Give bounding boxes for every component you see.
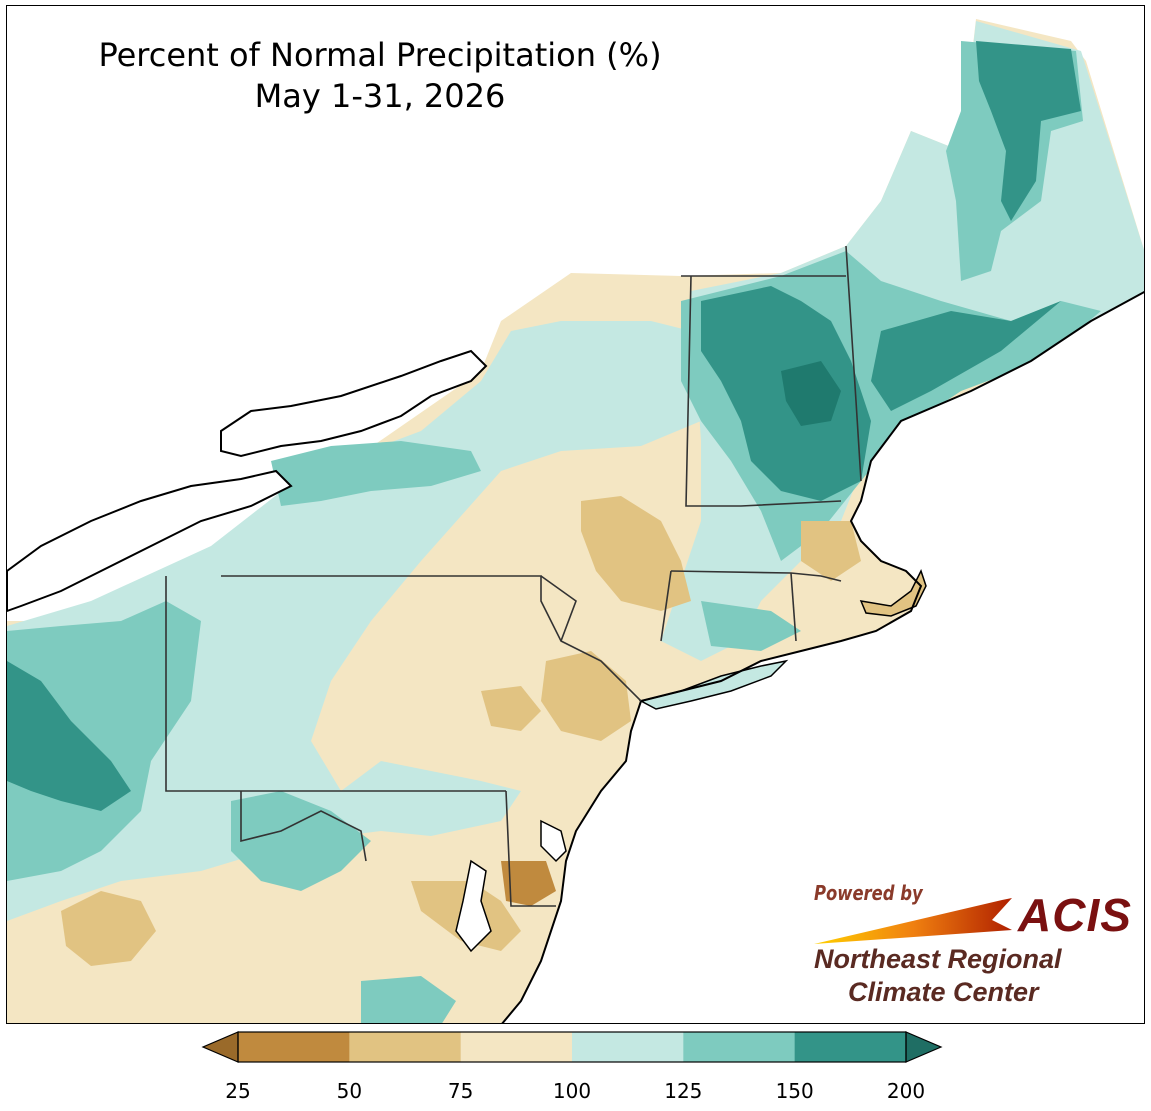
acis-wordmark: ACIS	[1018, 889, 1132, 941]
org-name-line1: Northeast Regional	[814, 944, 1062, 974]
colorbar-under-arrow	[201, 1031, 239, 1063]
colorbar-bin	[460, 1032, 573, 1062]
cape-cod	[859, 569, 927, 617]
region-wet-west	[7, 601, 201, 881]
map-title: Percent of Normal Precipitation (%)	[98, 36, 662, 74]
region-dry-ma	[801, 521, 861, 581]
colorbar-tick-label: 75	[447, 1079, 474, 1103]
colorbar-bin	[238, 1032, 350, 1062]
map-frame	[6, 5, 1145, 1024]
colorbar-tick-label: 125	[664, 1079, 703, 1103]
lake-erie	[7, 469, 293, 613]
region-above-west	[7, 321, 701, 921]
ocean	[502, 292, 1144, 1023]
region-extreme-nh	[781, 361, 841, 426]
powered-by-text: Powered by	[814, 881, 923, 905]
colorbar-bin	[572, 1032, 684, 1062]
colorbar-bin	[683, 1032, 796, 1062]
map-subtitle-date: May 1-31, 2026	[254, 77, 506, 115]
region-verywet-west	[7, 661, 131, 811]
colorbar-tick-label: 150	[775, 1079, 814, 1103]
region-dry-pa-east	[481, 686, 541, 731]
region-dry-de	[501, 861, 556, 906]
colorbar-bin	[794, 1032, 907, 1062]
lake-ontario	[220, 349, 488, 458]
state-borders	[165, 245, 862, 907]
chesapeake-bay	[455, 859, 492, 953]
region-wet-sva	[361, 976, 456, 1023]
region-wet-me-coast	[871, 301, 1061, 411]
region-dry-va	[61, 891, 156, 966]
region-dry-nj	[541, 651, 631, 741]
colorbar-tick-label: 100	[552, 1079, 592, 1103]
long-island	[638, 659, 789, 710]
colorbar-outline	[237, 1031, 907, 1063]
colorbar-bin	[349, 1032, 462, 1062]
colorbar-tick-label: 200	[886, 1079, 926, 1103]
region-wet-ct-ri	[701, 601, 801, 651]
region-wet-wv	[231, 791, 371, 891]
colorbar-over-arrow	[905, 1031, 943, 1063]
delaware-bay	[540, 819, 567, 863]
precipitation-map	[7, 19, 1144, 1023]
acis-logo-swoosh	[814, 898, 1012, 944]
colorbar-tick-label: 50	[336, 1079, 363, 1103]
region-dry-ny-east	[581, 496, 691, 611]
colorbar	[201, 1031, 943, 1063]
coastline	[501, 290, 1144, 1023]
colorbar-tick-label: 25	[225, 1079, 251, 1103]
region-verywet-maine	[976, 41, 1081, 221]
org-name-line2: Climate Center	[848, 977, 1039, 1007]
region-wet-ny-lake	[271, 441, 481, 506]
